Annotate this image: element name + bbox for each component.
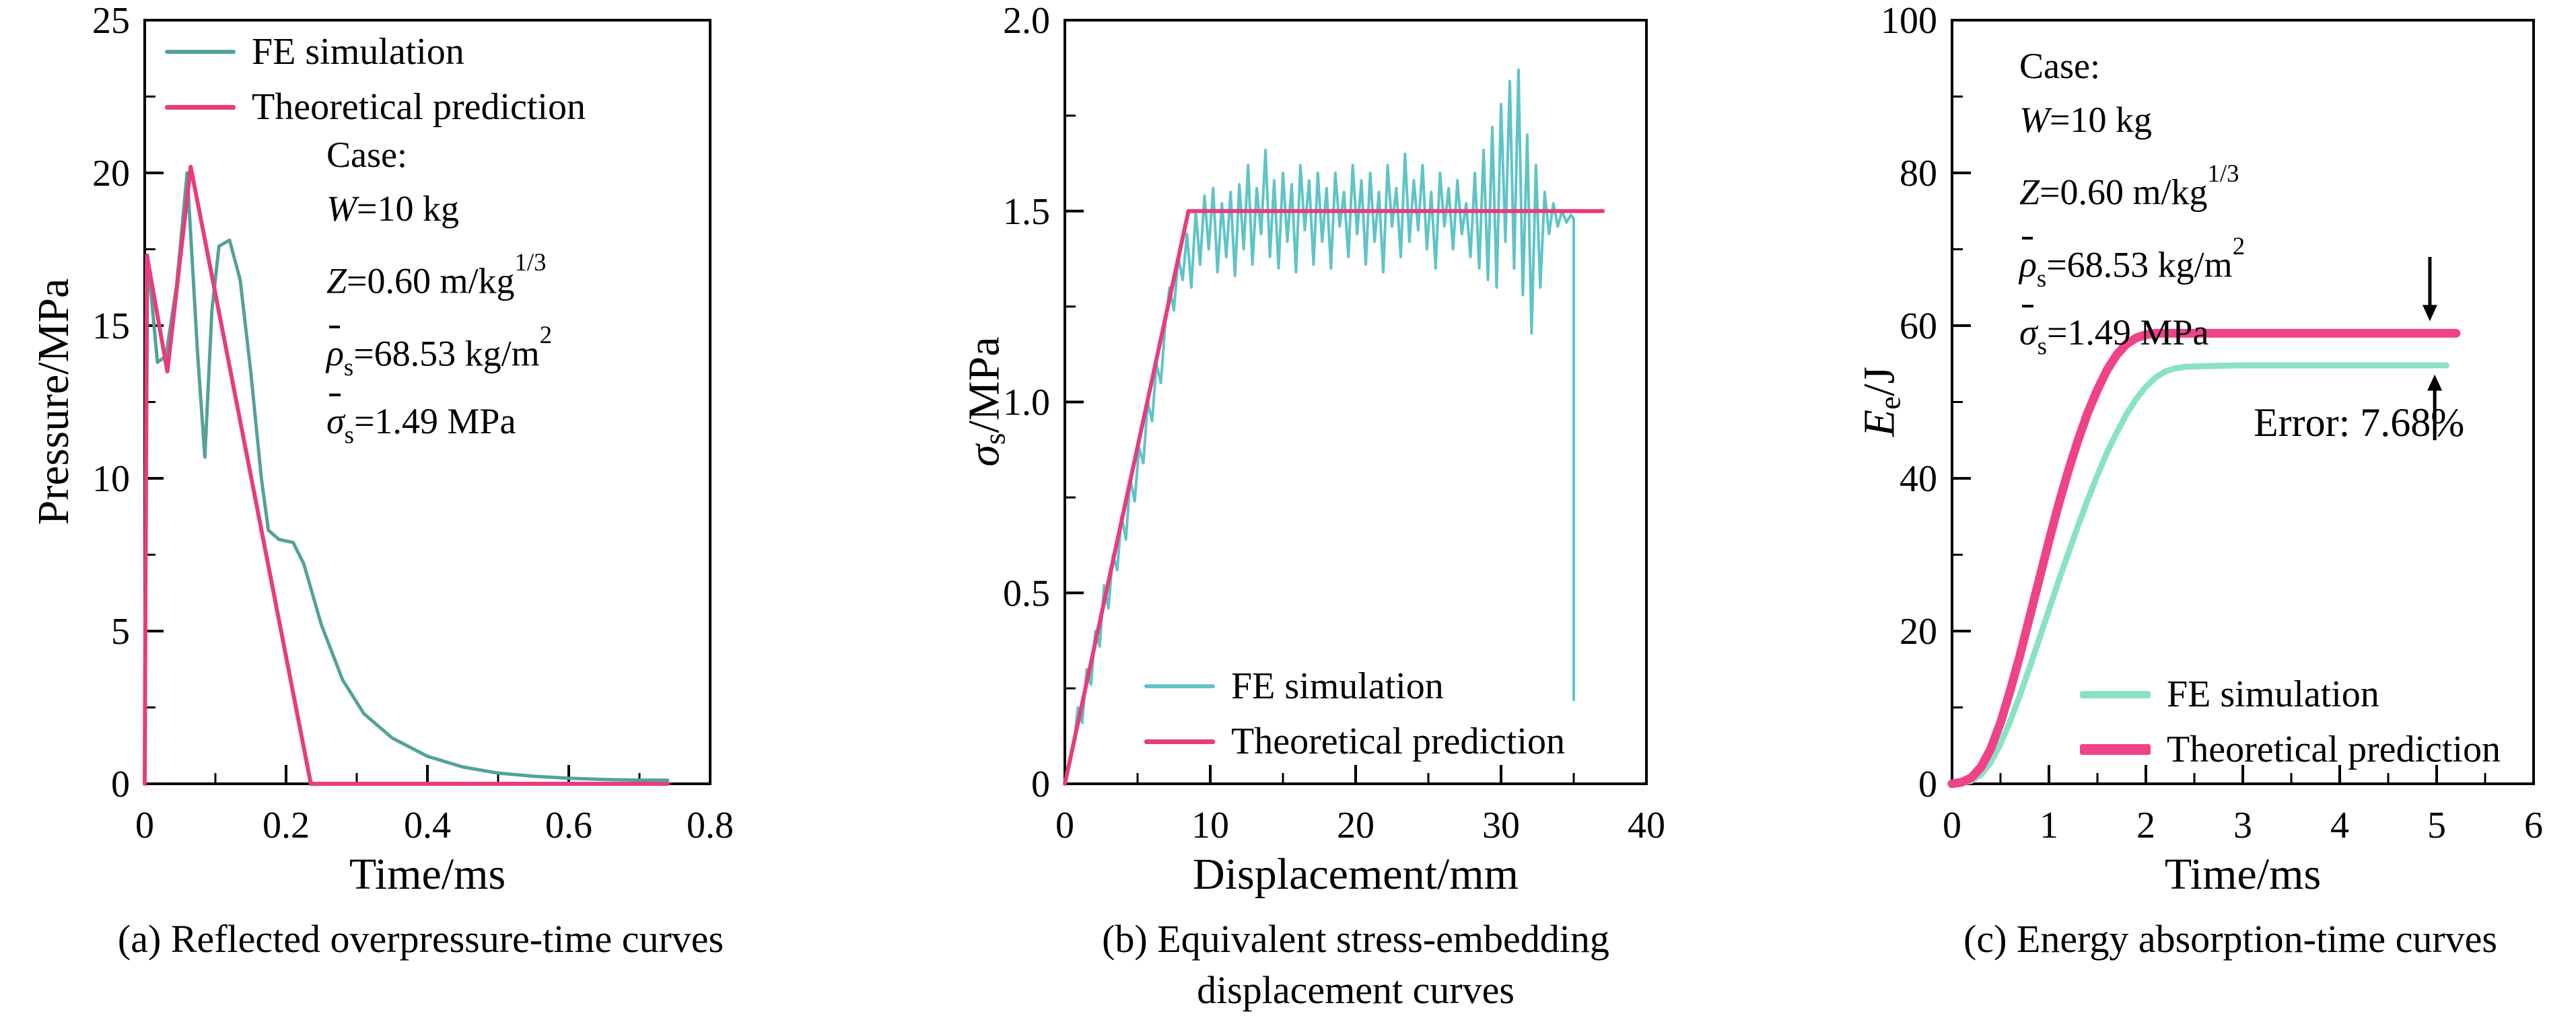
fe-simulation-line-swatch [1144, 684, 1215, 688]
legend-label: Theoretical prediction [1231, 721, 1565, 762]
legend-item-fe-simulation: FE simulation [2080, 673, 2501, 716]
legend-item-fe-simulation: FE simulation [1144, 665, 1565, 708]
case-line: ρs=68.53 kg/m2 [326, 320, 553, 381]
legend-label: FE simulation [1231, 665, 1444, 707]
svg-text:60: 60 [1900, 305, 1937, 347]
chart-b-plot: 0 10 20 30 40 0 0.5 1.0 1.5 2.0 [1003, 0, 1665, 846]
svg-text:25: 25 [92, 0, 130, 42]
svg-text:20: 20 [92, 153, 130, 194]
theoretical-prediction-line-swatch [2080, 744, 2151, 755]
svg-text:5: 5 [111, 611, 130, 653]
case-line: Z=0.60 m/kg1/3 [2019, 159, 2239, 213]
case-title: Case: [2019, 46, 2100, 86]
svg-text:1: 1 [2040, 805, 2058, 846]
svg-text:0: 0 [111, 764, 130, 805]
case-line: W=10 kg [326, 188, 459, 229]
y-axis-label-c: Ee/J [1854, 366, 1907, 437]
svg-text:0: 0 [1031, 764, 1050, 805]
legend-b: FE simulation Theoretical prediction [1144, 665, 1565, 763]
svg-text:0.2: 0.2 [263, 805, 310, 846]
case-title: Case: [326, 135, 407, 175]
legend-label: Theoretical prediction [2167, 729, 2501, 770]
svg-text:6: 6 [2524, 805, 2543, 846]
legend-item-theoretical-prediction: Theoretical prediction [1144, 720, 1565, 763]
panel-b: 0 10 20 30 40 0 0.5 1.0 1.5 2.0 σs/MPa Displaceme… [929, 0, 1817, 1026]
svg-text:10: 10 [92, 458, 130, 500]
svg-text:15: 15 [92, 305, 130, 347]
case-line: Z=0.60 m/kg1/3 [326, 248, 547, 301]
y-axis-label-b: σs/MPa [959, 336, 1012, 467]
legend-a: FE simulation Theoretical prediction [165, 30, 586, 129]
svg-text:0.5: 0.5 [1003, 573, 1050, 614]
svg-text:0: 0 [1918, 764, 1937, 805]
legend-label: FE simulation [252, 31, 464, 73]
caption-a: (a) Reflected overpressure-time curves [117, 917, 724, 961]
x-axis-label-b: Displacement/mm [1193, 850, 1519, 899]
chart-a-plot: 0 0.2 0.4 0.6 0.8 0 5 10 15 20 25 [92, 0, 734, 846]
case-line: σs=1.49 MPa [326, 393, 552, 462]
fe-simulation-line-swatch [2080, 690, 2151, 698]
y-axis-label-a: Pressure/MPa [29, 278, 78, 525]
svg-text:80: 80 [1900, 153, 1937, 194]
case-line: σs=1.49 MPa [2019, 304, 2245, 373]
svg-text:100: 100 [1881, 0, 1937, 42]
svg-text:0: 0 [1943, 805, 1961, 846]
panel-a: 0 0.2 0.4 0.6 0.8 0 5 10 15 20 25 Pressure/MPa Tim… [0, 0, 929, 1026]
svg-text:0.6: 0.6 [545, 805, 592, 846]
theoretical-prediction-line-swatch [1144, 739, 1215, 744]
svg-text:3: 3 [2233, 805, 2252, 846]
case-annotation-a: Case: W=10 kg Z=0.60 m/kg1/3 ρs=68.53 kg/m2… [326, 128, 552, 462]
case-line: ρs=68.53 kg/m2 [2019, 231, 2246, 292]
svg-text:5: 5 [2427, 805, 2446, 846]
svg-text:0.4: 0.4 [404, 805, 451, 846]
panel-c: 0 1 2 3 4 5 6 0 20 40 60 80 100 Ee/J Time/ms Case: W=… [1817, 0, 2576, 1026]
svg-text:2: 2 [2136, 805, 2155, 846]
legend-item-theoretical-prediction: Theoretical prediction [165, 85, 586, 129]
caption-b: (b) Equivalent stress-embedding displace… [1102, 917, 1609, 1012]
legend-label: FE simulation [2167, 673, 2379, 715]
caption-c: (c) Energy absorption-time curves [1963, 917, 2497, 961]
case-annotation-c: Case: W=10 kg Z=0.60 m/kg1/3 ρs=68.53 kg/m2… [2019, 39, 2245, 373]
fe-simulation-line-swatch [165, 50, 236, 54]
svg-text:30: 30 [1482, 805, 1520, 846]
x-axis-label-a: Time/ms [349, 850, 506, 899]
svg-text:0.8: 0.8 [687, 805, 734, 846]
svg-text:40: 40 [1628, 805, 1665, 846]
legend-item-fe-simulation: FE simulation [165, 30, 586, 73]
legend-c: FE simulation Theoretical prediction [2080, 673, 2501, 771]
svg-text:1.0: 1.0 [1003, 382, 1050, 424]
x-axis-label-c: Time/ms [2164, 850, 2322, 899]
svg-text:10: 10 [1191, 805, 1229, 846]
case-line: W=10 kg [2019, 100, 2152, 140]
legend-item-theoretical-prediction: Theoretical prediction [2080, 728, 2501, 771]
svg-text:0: 0 [135, 805, 154, 846]
svg-text:1.5: 1.5 [1003, 191, 1050, 233]
svg-text:0: 0 [1055, 805, 1074, 846]
svg-text:2.0: 2.0 [1003, 0, 1050, 42]
svg-text:4: 4 [2330, 805, 2349, 846]
legend-label: Theoretical prediction [252, 86, 586, 128]
svg-text:20: 20 [1337, 805, 1374, 846]
error-annotation: Error: 7.68% [2254, 400, 2465, 445]
svg-text:20: 20 [1900, 611, 1937, 653]
svg-text:40: 40 [1900, 458, 1937, 500]
theoretical-prediction-line-swatch [165, 104, 236, 110]
